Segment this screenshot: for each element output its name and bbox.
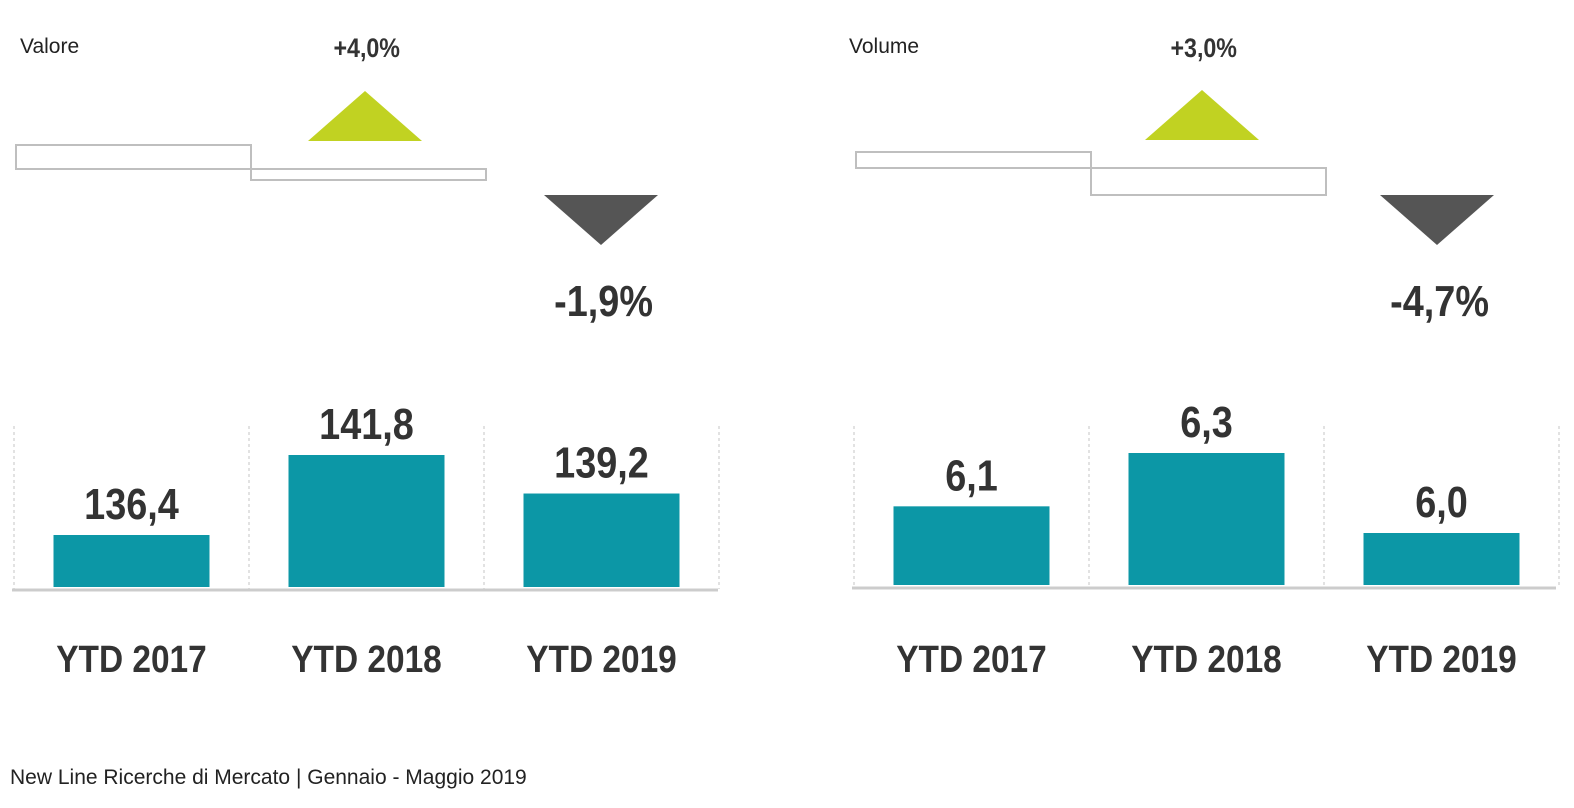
bar-value-label: 6,3 [1180, 397, 1233, 446]
bar-value-label: 6,1 [945, 451, 998, 500]
waterfall-step [1090, 167, 1327, 196]
category-label: YTD 2018 [291, 638, 442, 680]
change-label-up: +4,0% [333, 33, 399, 63]
category-label: YTD 2019 [1366, 638, 1517, 680]
bar [1363, 533, 1520, 585]
bar-value-label: 139,2 [554, 438, 649, 487]
panel-title: Volume [849, 35, 919, 58]
bar-value-label: 136,4 [84, 479, 179, 528]
down-arrow-icon [544, 195, 658, 245]
bar-value-label: 6,0 [1415, 477, 1468, 526]
up-arrow-icon [1145, 90, 1259, 140]
change-label-down: -1,9% [554, 276, 653, 325]
up-arrow-icon [308, 91, 422, 141]
change-label-down: -4,7% [1390, 276, 1489, 325]
bar [1128, 453, 1285, 585]
bar [523, 493, 680, 587]
bar [53, 535, 210, 587]
category-label: YTD 2017 [896, 638, 1047, 680]
category-label: YTD 2018 [1131, 638, 1282, 680]
change-label-up: +3,0% [1170, 33, 1236, 63]
down-arrow-icon [1380, 195, 1494, 245]
bar [893, 506, 1050, 585]
category-label: YTD 2017 [56, 638, 207, 680]
category-label: YTD 2019 [526, 638, 677, 680]
waterfall-step [855, 151, 1092, 169]
waterfall-step [15, 144, 252, 170]
panel-title: Valore [20, 35, 79, 58]
source-footer: New Line Ricerche di Mercato | Gennaio -… [10, 766, 527, 789]
waterfall-step [250, 168, 487, 181]
bar [288, 455, 445, 587]
bar-value-label: 141,8 [319, 399, 414, 448]
